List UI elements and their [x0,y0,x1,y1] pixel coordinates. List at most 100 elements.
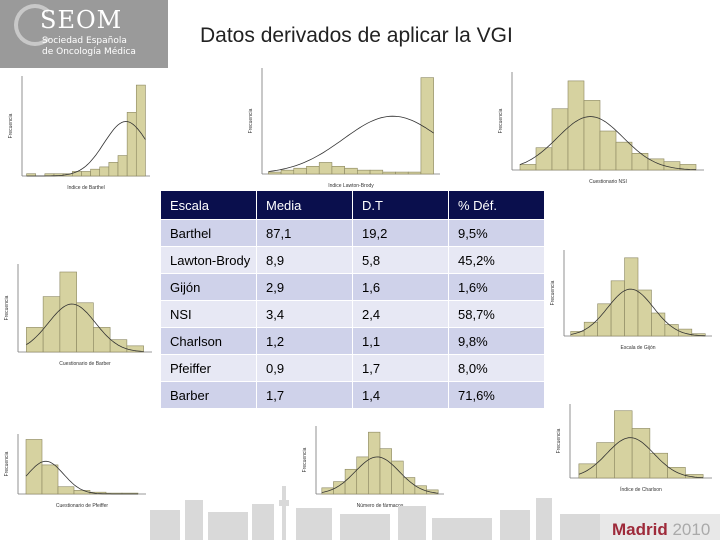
table-row: Lawton-Brody 8,9 5,8 45,2% [160,246,545,274]
histogram-bar [81,171,91,177]
histogram-bar [71,171,82,177]
histogram-bar [679,164,697,171]
histogram-bar [624,257,639,337]
histogram-bar [631,152,649,171]
cell-dt: 19,2 [352,219,449,247]
histogram-bar [426,489,439,495]
footer-year: 2010 [672,520,711,539]
header-deficit: % Déf. [448,190,545,220]
y-axis-label: Frecuencia [556,428,562,453]
x-axis-label: Escala de Gijón [620,345,655,351]
histogram-bar [407,171,422,175]
y-axis-label: Frecuencia [248,108,254,133]
histogram-bar [615,141,633,171]
x-axis-label: Cuestionario de Barber [59,361,111,367]
normal-curve [570,288,706,337]
table-row: Gijón 2,9 1,6 1,6% [160,273,545,301]
header-dt: D.T [352,190,449,220]
histogram-bar [306,165,320,175]
histogram-bar [344,167,358,175]
histogram-bar [651,312,666,337]
cell-dt: 1,4 [352,381,449,409]
y-axis-label: Frecuencia [4,451,10,476]
histogram-bar [280,169,295,175]
normal-curve [26,303,144,352]
normal-curve [578,437,704,479]
cell-escala: NSI [160,300,257,328]
header-escala: Escala [160,190,257,220]
footer-city: Madrid [612,520,668,539]
logo-name: SEOM [40,6,123,34]
cell-media: 1,7 [256,381,353,409]
histogram-pfeiffer: Cuestionario de Pfeiffer Frecuencia [4,434,146,509]
normal-curve [26,121,146,177]
table-row: Barthel 87,1 19,2 9,5% [160,219,545,247]
cell-dt: 1,6 [352,273,449,301]
cell-media: 8,9 [256,246,353,274]
y-axis-label: Frecuencia [4,295,10,320]
histogram-bar [90,168,101,177]
histogram-bar [551,108,569,171]
histogram-nsi: Cuestionario NSI Frecuencia [498,72,704,185]
cell-dt: 2,4 [352,300,449,328]
histogram-barber: Cuestionario de Barber Frecuencia [4,264,152,367]
x-axis-label: Indice Lawton-Brody [328,183,374,189]
histogram-bar [395,171,409,175]
histogram-bar [667,467,686,479]
vgi-table: Escala Media D.T % Déf. Barthel 87,1 19,… [160,190,545,409]
x-axis-label: Índice de Charlson [620,486,662,493]
histogram-bar [26,327,44,353]
histogram-charlson: Índice de Charlson Frecuencia [556,404,712,493]
x-axis-label: Cuestionario de Pfeiffer [56,503,108,509]
normal-curve [321,456,439,494]
cell-deficit: 1,6% [448,273,545,301]
histogram-bar [357,169,371,175]
table-row: Barber 1,7 1,4 71,6% [160,381,545,409]
histogram-bar [420,77,434,175]
cell-deficit: 45,2% [448,246,545,274]
histogram-bar [108,162,119,177]
logo-subtitle-2: de Oncología Médica [42,47,136,57]
cell-deficit: 58,7% [448,300,545,328]
footer-brand: Madrid 2010 [612,520,710,540]
histogram-bar [293,167,307,175]
histogram-bar [631,428,651,479]
cell-dt: 1,1 [352,327,449,355]
cell-deficit: 8,0% [448,354,545,382]
histogram-bar [596,442,615,479]
histogram-bar [318,162,333,175]
histogram-bar [685,474,704,479]
cell-media: 0,9 [256,354,353,382]
histogram-bar [59,271,77,353]
cell-escala: Gijón [160,273,257,301]
histogram-bar [610,280,625,337]
histogram-bar [519,164,537,171]
histogram-bar [535,147,553,171]
histogram-farmacos: Número de fármacos Frecuencia [302,426,444,509]
normal-curve [519,116,697,171]
histogram-gijon: Escala de Gijón Frecuencia [550,250,712,351]
histogram-bar [99,166,110,177]
logo-mark-icon [14,4,56,46]
x-axis-label: Número de fármacos [357,503,404,509]
histogram-barthel: Indice de Barthel Frecuencia [8,76,150,191]
normal-curve [268,115,434,172]
y-axis-label: Frecuencia [8,113,14,138]
cell-media: 3,4 [256,300,353,328]
slide-title: Datos derivados de aplicar la VGI [200,24,513,47]
cell-escala: Pfeiffer [160,354,257,382]
cell-escala: Barthel [160,219,257,247]
cell-deficit: 9,8% [448,327,545,355]
y-axis-label: Frecuencia [302,447,308,472]
skyline-buildings [150,486,600,540]
histogram-bar [597,303,612,337]
histogram-bar [678,328,693,337]
madrid-skyline-footer [150,486,720,540]
histogram-bar [117,155,128,177]
x-axis-label: Cuestionario NSI [589,179,627,185]
cell-deficit: 71,6% [448,381,545,409]
histogram-lawton-brody: Indice Lawton-Brody Frecuencia [248,68,440,189]
y-axis-label: Frecuencia [498,108,504,133]
x-axis-label: Indice de Barthel [67,185,105,191]
cell-deficit: 9,5% [448,219,545,247]
